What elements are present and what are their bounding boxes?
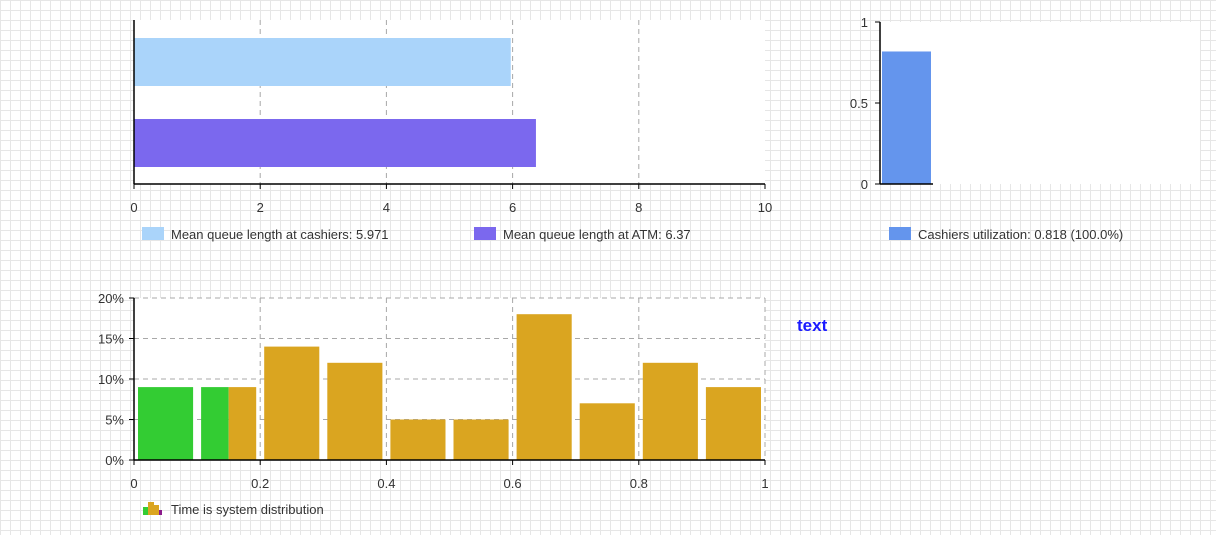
histogram-legend-icon <box>143 507 148 515</box>
histogram-bar-9 <box>642 362 698 460</box>
histogram-legend-icon <box>148 502 154 515</box>
legend-label: Mean queue length at ATM: 6.37 <box>503 227 691 242</box>
histogram-bar-4 <box>327 362 383 460</box>
x-tick-label: 0.8 <box>630 476 648 491</box>
x-tick-label: 0.2 <box>251 476 269 491</box>
histogram-bar-5 <box>390 419 446 460</box>
x-tick-label: 2 <box>257 200 264 215</box>
x-tick-label: 0 <box>130 200 137 215</box>
legend-label: Mean queue length at cashiers: 5.971 <box>171 227 389 242</box>
bar-2 <box>134 119 536 167</box>
legend-label: Cashiers utilization: 0.818 (100.0%) <box>918 227 1123 242</box>
y-tick-label: 0.5 <box>850 96 868 111</box>
histogram-legend-icon <box>154 505 159 515</box>
x-tick-label: 10 <box>758 200 772 215</box>
histogram-bar-8 <box>579 403 635 460</box>
histogram-bar-1 <box>138 387 194 460</box>
y-tick-label: 10% <box>98 372 124 387</box>
legend-swatch <box>889 227 911 240</box>
legend-label: Time is system distribution <box>171 502 324 517</box>
plot-area <box>880 22 1200 184</box>
y-tick-label: 0% <box>105 453 124 468</box>
y-tick-label: 20% <box>98 291 124 306</box>
x-tick-label: 6 <box>509 200 516 215</box>
utilization-bar <box>882 51 931 184</box>
y-tick-label: 15% <box>98 332 124 347</box>
x-tick-label: 0 <box>130 476 137 491</box>
histogram-bar-6 <box>453 419 509 460</box>
bar-1 <box>134 38 511 86</box>
histogram-bar-2-part-a <box>201 387 229 460</box>
histogram-bar-2-part-b <box>228 387 257 460</box>
x-tick-label: 0.4 <box>377 476 395 491</box>
y-tick-label: 5% <box>105 413 124 428</box>
histogram-bar-3 <box>264 346 320 460</box>
x-tick-label: 4 <box>383 200 390 215</box>
y-tick-label: 1 <box>861 15 868 30</box>
legend-swatch <box>142 227 164 240</box>
histogram-legend-icon <box>159 510 162 515</box>
histogram-bar-7 <box>516 314 572 460</box>
x-tick-label: 1 <box>761 476 768 491</box>
legend-swatch <box>474 227 496 240</box>
histogram-bar-10 <box>705 387 761 460</box>
y-tick-label: 0 <box>861 177 868 192</box>
x-tick-label: 8 <box>635 200 642 215</box>
x-tick-label: 0.6 <box>504 476 522 491</box>
text-label[interactable]: text <box>797 316 828 335</box>
